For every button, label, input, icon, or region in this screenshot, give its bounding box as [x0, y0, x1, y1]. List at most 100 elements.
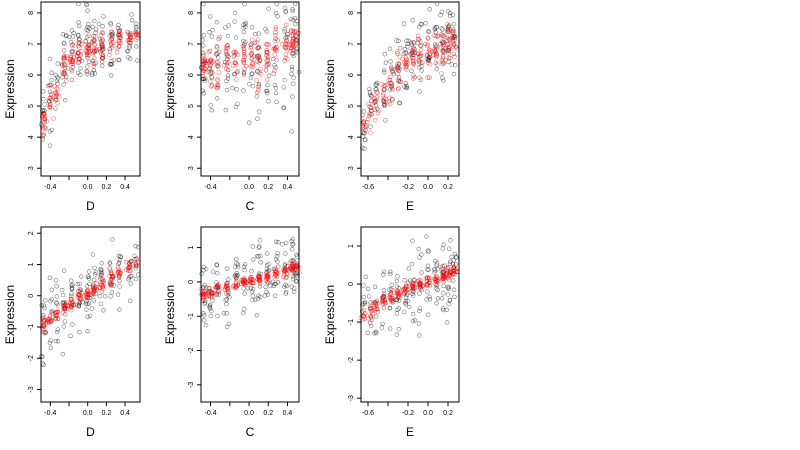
fitted-point: [375, 90, 380, 95]
fitted-point: [418, 47, 424, 52]
fitted-point: [109, 45, 115, 50]
fitted-point: [222, 62, 227, 68]
observed-point: [448, 13, 453, 19]
observed-point: [382, 291, 387, 297]
observed-point: [235, 262, 241, 267]
observed-point: [275, 280, 281, 285]
observed-point: [255, 116, 260, 121]
observed-point: [234, 273, 239, 279]
observed-point: [266, 280, 271, 285]
observed-point: [292, 286, 297, 291]
observed-point: [282, 77, 287, 83]
fitted-point: [254, 78, 259, 83]
fitted-point: [99, 30, 105, 35]
fitted-point: [241, 72, 247, 77]
fitted-point: [90, 291, 96, 296]
fitted-point: [450, 268, 455, 274]
observed-point: [251, 257, 256, 262]
fitted-point: [90, 61, 96, 66]
observed-point: [214, 263, 219, 268]
observed-point: [250, 25, 255, 30]
fitted-point: [361, 307, 367, 313]
fitted-point: [125, 31, 131, 36]
observed-point: [90, 252, 96, 257]
fitted-point: [424, 43, 430, 49]
fitted-point: [54, 92, 60, 98]
fitted-point: [92, 288, 97, 294]
fitted-point: [114, 50, 120, 55]
observed-point: [440, 27, 445, 32]
observed-point: [441, 78, 446, 83]
observed-point: [47, 56, 53, 62]
observed-point: [410, 311, 416, 317]
observed-point: [224, 311, 229, 316]
fitted-point: [289, 33, 294, 39]
fitted-point: [264, 42, 269, 47]
fitted-point: [135, 30, 140, 35]
observed-point: [85, 329, 90, 334]
observed-point: [410, 18, 415, 23]
observed-point: [387, 305, 393, 311]
fitted-point: [441, 40, 446, 45]
observed-point: [291, 81, 296, 86]
fitted-point: [265, 49, 270, 55]
observed-point: [405, 44, 410, 49]
fitted-point: [389, 84, 394, 90]
observed-point: [417, 306, 423, 311]
observed-point: [265, 251, 270, 256]
fitted-point: [440, 269, 445, 274]
fitted-point: [249, 41, 254, 47]
y-tick-label: -1: [188, 313, 195, 319]
observed-point: [396, 75, 402, 80]
observed-point: [411, 293, 416, 298]
observed-point: [424, 297, 429, 302]
fitted-point: [272, 274, 277, 279]
observed-point: [453, 62, 458, 68]
fitted-point: [411, 58, 416, 64]
observed-point: [214, 20, 220, 25]
observed-point: [425, 263, 431, 268]
observed-point: [387, 46, 393, 51]
observed-point: [250, 244, 256, 249]
fitted-point: [62, 57, 67, 62]
fitted-point: [73, 302, 78, 307]
observed-point: [249, 56, 254, 62]
fitted-point: [366, 101, 371, 107]
observed-point: [249, 289, 255, 294]
fitted-point: [293, 29, 299, 34]
fitted-point: [418, 281, 423, 286]
fitted-point: [396, 87, 401, 92]
observed-point: [221, 311, 227, 316]
x-tick-label: 0.2: [102, 410, 112, 417]
y-tick-label: 4: [348, 135, 355, 139]
fitted-point: [217, 287, 222, 293]
observed-point: [91, 277, 97, 282]
observed-point: [390, 68, 395, 74]
fitted-point: [387, 95, 392, 101]
observed-point: [424, 234, 429, 239]
fitted-point: [206, 49, 211, 55]
observed-point: [380, 321, 385, 326]
observed-point: [263, 67, 269, 73]
observed-point: [125, 49, 131, 54]
observed-point: [440, 75, 445, 81]
observed-point: [407, 304, 412, 310]
fitted-point: [52, 96, 58, 101]
observed-point: [448, 238, 453, 243]
observed-point: [451, 258, 456, 263]
fitted-point: [68, 56, 73, 62]
observed-point: [85, 274, 91, 280]
observed-point: [84, 307, 89, 312]
observed-point: [375, 80, 380, 86]
observed-point: [98, 267, 103, 272]
y-axis-label: Expression: [163, 59, 177, 118]
fitted-point: [123, 259, 129, 265]
fitted-point: [410, 52, 415, 58]
fitted-point: [109, 282, 114, 287]
fitted-point: [61, 70, 67, 76]
observed-point: [42, 102, 47, 107]
observed-point: [201, 267, 206, 273]
observed-point: [388, 269, 393, 274]
observed-point: [272, 293, 278, 298]
observed-point: [134, 21, 139, 26]
